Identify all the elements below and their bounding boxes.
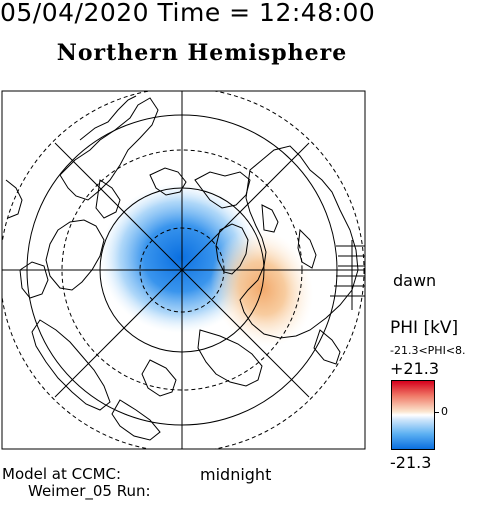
- coastlines: [5, 95, 359, 441]
- run-label: Weimer_05 Run:: [28, 482, 151, 500]
- model-label: Model at CCMC:: [2, 465, 122, 483]
- datetime-header: 05/04/2020 Time = 12:48:00: [0, 0, 376, 27]
- colorbar-zero-tick: [434, 412, 439, 413]
- polar-map: [1, 90, 366, 450]
- colorbar: [391, 380, 435, 450]
- meridian-diagonal-2: [54, 142, 310, 398]
- edge-grid: [330, 240, 365, 310]
- colorbar-parameter: PHI [kV]: [390, 318, 459, 338]
- dawn-label: dawn: [393, 271, 437, 290]
- colorbar-max-label: +21.3: [390, 359, 440, 378]
- colorbar-min-label: -21.3: [390, 453, 432, 472]
- midnight-label: midnight: [200, 465, 272, 484]
- colorbar-range: -21.3<PHI<8.: [390, 344, 466, 357]
- colorbar-zero-label: 0: [441, 405, 448, 418]
- map-title: Northern Hemisphere: [56, 40, 348, 66]
